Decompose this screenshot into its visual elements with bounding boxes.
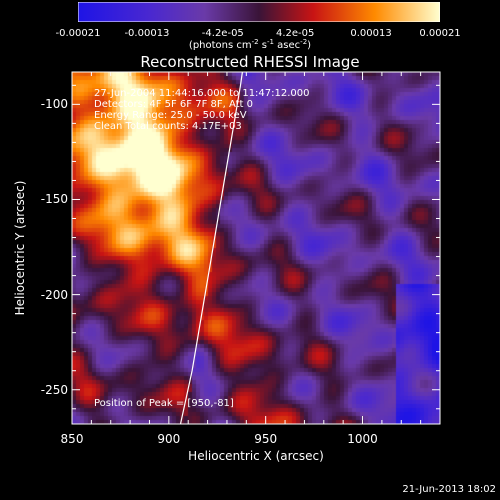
colorbar-tick-label: 4.2e-05 [275,28,315,39]
colorbar-tick-label: -4.2e-05 [201,28,244,39]
annotation-time: 27-Jun-2004 11:44:16.000 to 11:47:12.000 [94,88,310,99]
colorbar-tick-label: 0.00013 [350,28,392,39]
y-tick-label: -100 [40,97,68,112]
annotation-peak: Position of Peak = [950,-81] [94,398,234,409]
x-tick-label: 850 [60,432,84,446]
annotation-energy: Energy Range: 25.0 - 50.0 keV [94,110,247,121]
colorbar [78,2,440,22]
y-tick-label: -250 [40,382,68,397]
colorbar-tick-label: 0.00021 [419,28,461,39]
annotation-detectors: Detectors: 4F 5F 6F 7F 8F, Att 0 [94,99,254,110]
x-tick-label: 1000 [347,432,378,446]
chart-title: Reconstructed RHESSI Image [140,53,360,71]
annotation-counts: Clean Total counts: 4.17E+03 [94,121,242,132]
timestamp: 21-Jun-2013 18:02 [402,484,496,495]
x-axis-label: Heliocentric X (arcsec) [188,449,324,463]
y-axis-label: Heliocentric Y (arcsec) [13,180,27,316]
x-tick-label: 950 [254,432,278,446]
colorbar-unit: (photons cm-2 s-1 asec-2) [188,38,312,52]
x-tick-label: 900 [157,432,181,446]
colorbar-tick-label: -0.00021 [55,28,101,39]
y-tick-label: -150 [40,192,68,207]
y-tick-label: -200 [40,287,68,302]
colorbar-tick-label: -0.00013 [124,28,170,39]
